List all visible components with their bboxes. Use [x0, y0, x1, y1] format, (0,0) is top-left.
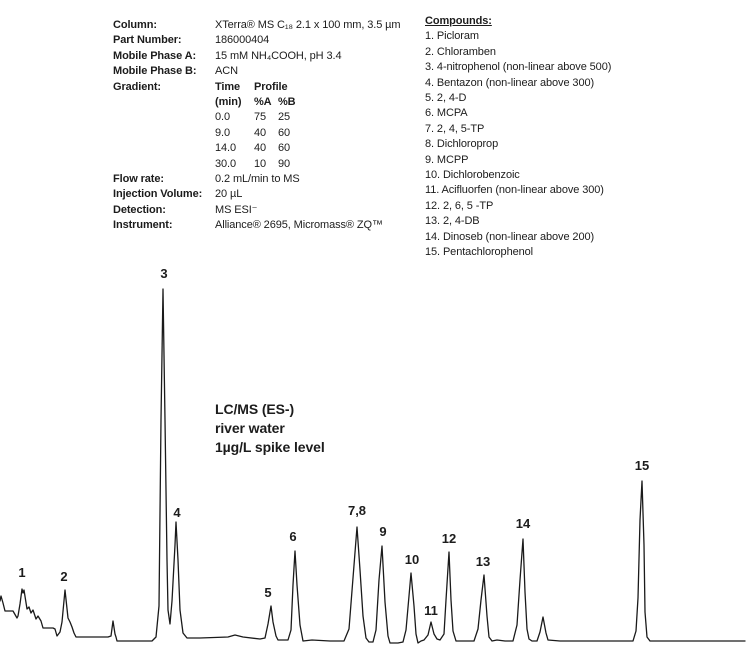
compounds-title: Compounds:: [425, 15, 492, 27]
method-row: Injection Volume: 20 µL: [113, 187, 425, 202]
method-row-label: Part Number:: [113, 34, 182, 47]
method-row-value: 15 mM NH₄COOH, pH 3.4: [215, 49, 342, 62]
compound-item: 8. Dichloroprop: [425, 138, 499, 151]
method-row-value: 20 µL: [215, 188, 243, 201]
peak-label: 9: [379, 524, 387, 539]
chromatogram-trace-line: [0, 288, 746, 644]
method-row: Mobile Phase B: ACN: [113, 64, 425, 79]
gradient-data-row: 30.0 10 90: [215, 157, 425, 172]
gradient-col-time: Time: [215, 80, 241, 93]
gradient-time-cell: 30.0: [215, 157, 237, 170]
compound-item: 15. Pentachlorophenol: [425, 246, 533, 259]
compounds-items: 1. Picloram 2. Chloramben 3. 4-nitrophenol…: [425, 29, 750, 260]
gradient-percent-b-cell: 60: [278, 142, 291, 155]
gradient-header-row: Time Profile: [215, 80, 425, 95]
gradient-percent-a-cell: 40: [254, 126, 267, 139]
peak-label: 2: [60, 569, 68, 584]
peak-label: 11: [424, 603, 438, 618]
method-row-label: Instrument:: [113, 219, 173, 232]
compound-item: 3. 4-nitrophenol (non-linear above 500): [425, 61, 612, 74]
gradient-percent-b-cell: 90: [278, 157, 291, 170]
gradient-col-profile: Profile: [254, 80, 288, 93]
gradient-percent-a-cell: 75: [254, 111, 267, 124]
method-row: Instrument: Alliance® 2695, Micromass® ZQ…: [113, 218, 425, 233]
compound-item: 9. MCPP: [425, 153, 469, 166]
peak-label: 1: [18, 565, 26, 580]
method-row-label: Injection Volume:: [113, 188, 203, 201]
method-row-label: Column:: [113, 19, 157, 31]
gradient-data-row: 0.0 75 25: [215, 110, 425, 125]
method-row: Flow rate: 0.2 mL/min to MS: [113, 172, 425, 187]
method-row-value: 186000404: [215, 34, 270, 47]
annotation-line-technique: LC/MS (ES-): [215, 401, 295, 417]
compound-item: 5. 2, 4-D: [425, 92, 467, 105]
method-row-value: XTerra® MS C₁₈ 2.1 x 100 mm, 3.5 µm: [215, 19, 401, 31]
method-rows-top: Column: XTerra® MS C₁₈ 2.1 x 100 mm, 3.5 …: [113, 18, 425, 80]
gradient-subcol-b: %B: [278, 96, 296, 109]
gradient-time-cell: 9.0: [215, 126, 230, 139]
method-row-label: Mobile Phase B:: [113, 65, 197, 78]
gradient-percent-a-cell: 10: [254, 157, 267, 170]
peak-label: 5: [264, 585, 272, 600]
annotation-line-spike: 1µg/L spike level: [215, 439, 325, 455]
gradient-data-rows: 0.0 75 25 9.0 40 60 14.0 40 60 30.0 10 90: [215, 110, 425, 172]
peak-label: 14: [515, 516, 531, 531]
gradient-subcol-min: (min): [215, 96, 242, 109]
method-row-value: MS ESI⁻: [215, 203, 258, 216]
compound-item: 4. Bentazon (non-linear above 300): [425, 76, 595, 89]
peak-label: 12: [441, 531, 457, 546]
annotation-line-matrix: river water: [215, 420, 285, 436]
gradient-row: Gradient: Time Profile (min) %A %B 0.0 75…: [113, 80, 425, 172]
method-conditions-table: Column: XTerra® MS C₁₈ 2.1 x 100 mm, 3.5 …: [113, 18, 425, 234]
gradient-percent-b-cell: 25: [278, 111, 291, 124]
method-row: Mobile Phase A: 15 mM NH₄COOH, pH 3.4: [113, 49, 425, 64]
gradient-subheader-row: (min) %A %B: [215, 95, 425, 110]
compound-item: 13. 2, 4-DB: [425, 215, 480, 228]
method-row-value: Alliance® 2695, Micromass® ZQ™: [215, 219, 383, 232]
peak-label: 13: [475, 554, 491, 569]
method-row-value: ACN: [215, 65, 238, 78]
compounds-list: Compounds: 1. Picloram 2. Chloramben 3. 4-…: [425, 14, 750, 261]
peak-label: 4: [173, 505, 181, 520]
peak-label: 15: [634, 458, 650, 473]
peak-label: 6: [289, 529, 297, 544]
compound-item: 1. Picloram: [425, 30, 479, 43]
gradient-time-cell: 0.0: [215, 111, 230, 124]
method-row: Part Number: 186000404: [113, 33, 425, 48]
peak-label: 7,8: [347, 503, 367, 518]
compound-item: 6. MCPA: [425, 107, 468, 120]
gradient-table: Time Profile (min) %A %B 0.0 75 25 9.0 40 60 1…: [215, 80, 425, 172]
method-row-label: Flow rate:: [113, 173, 164, 186]
method-row: Detection: MS ESI⁻: [113, 203, 425, 218]
peak-label: 10: [404, 552, 420, 567]
gradient-subcol-a: %A: [254, 96, 272, 109]
compound-item: 10. Dichlorobenzoic: [425, 169, 520, 182]
gradient-time-cell: 14.0: [215, 142, 237, 155]
compound-item: 2. Chloramben: [425, 45, 496, 58]
method-row-label: Detection:: [113, 203, 166, 216]
method-row-value: 0.2 mL/min to MS: [215, 173, 300, 186]
gradient-percent-b-cell: 60: [278, 126, 291, 139]
method-row-label: Mobile Phase A:: [113, 49, 197, 62]
peak-label: 3: [160, 266, 168, 281]
compound-item: 12. 2, 6, 5 -TP: [425, 199, 494, 212]
compound-item: 11. Acifluorfen (non-linear above 300): [425, 184, 604, 197]
gradient-percent-a-cell: 40: [254, 142, 267, 155]
gradient-label: Gradient:: [113, 80, 161, 93]
gradient-data-row: 14.0 40 60: [215, 141, 425, 156]
chromatogram-annotation: LC/MS (ES-) river water 1µg/L spike leve…: [215, 400, 325, 457]
method-row: Column: XTerra® MS C₁₈ 2.1 x 100 mm, 3.5 …: [113, 18, 425, 33]
compound-item: 7. 2, 4, 5-TP: [425, 122, 485, 135]
compound-item: 14. Dinoseb (non-linear above 200): [425, 230, 595, 243]
method-rows-bottom: Flow rate: 0.2 mL/min to MS Injection Volu…: [113, 172, 425, 234]
gradient-data-row: 9.0 40 60: [215, 126, 425, 141]
